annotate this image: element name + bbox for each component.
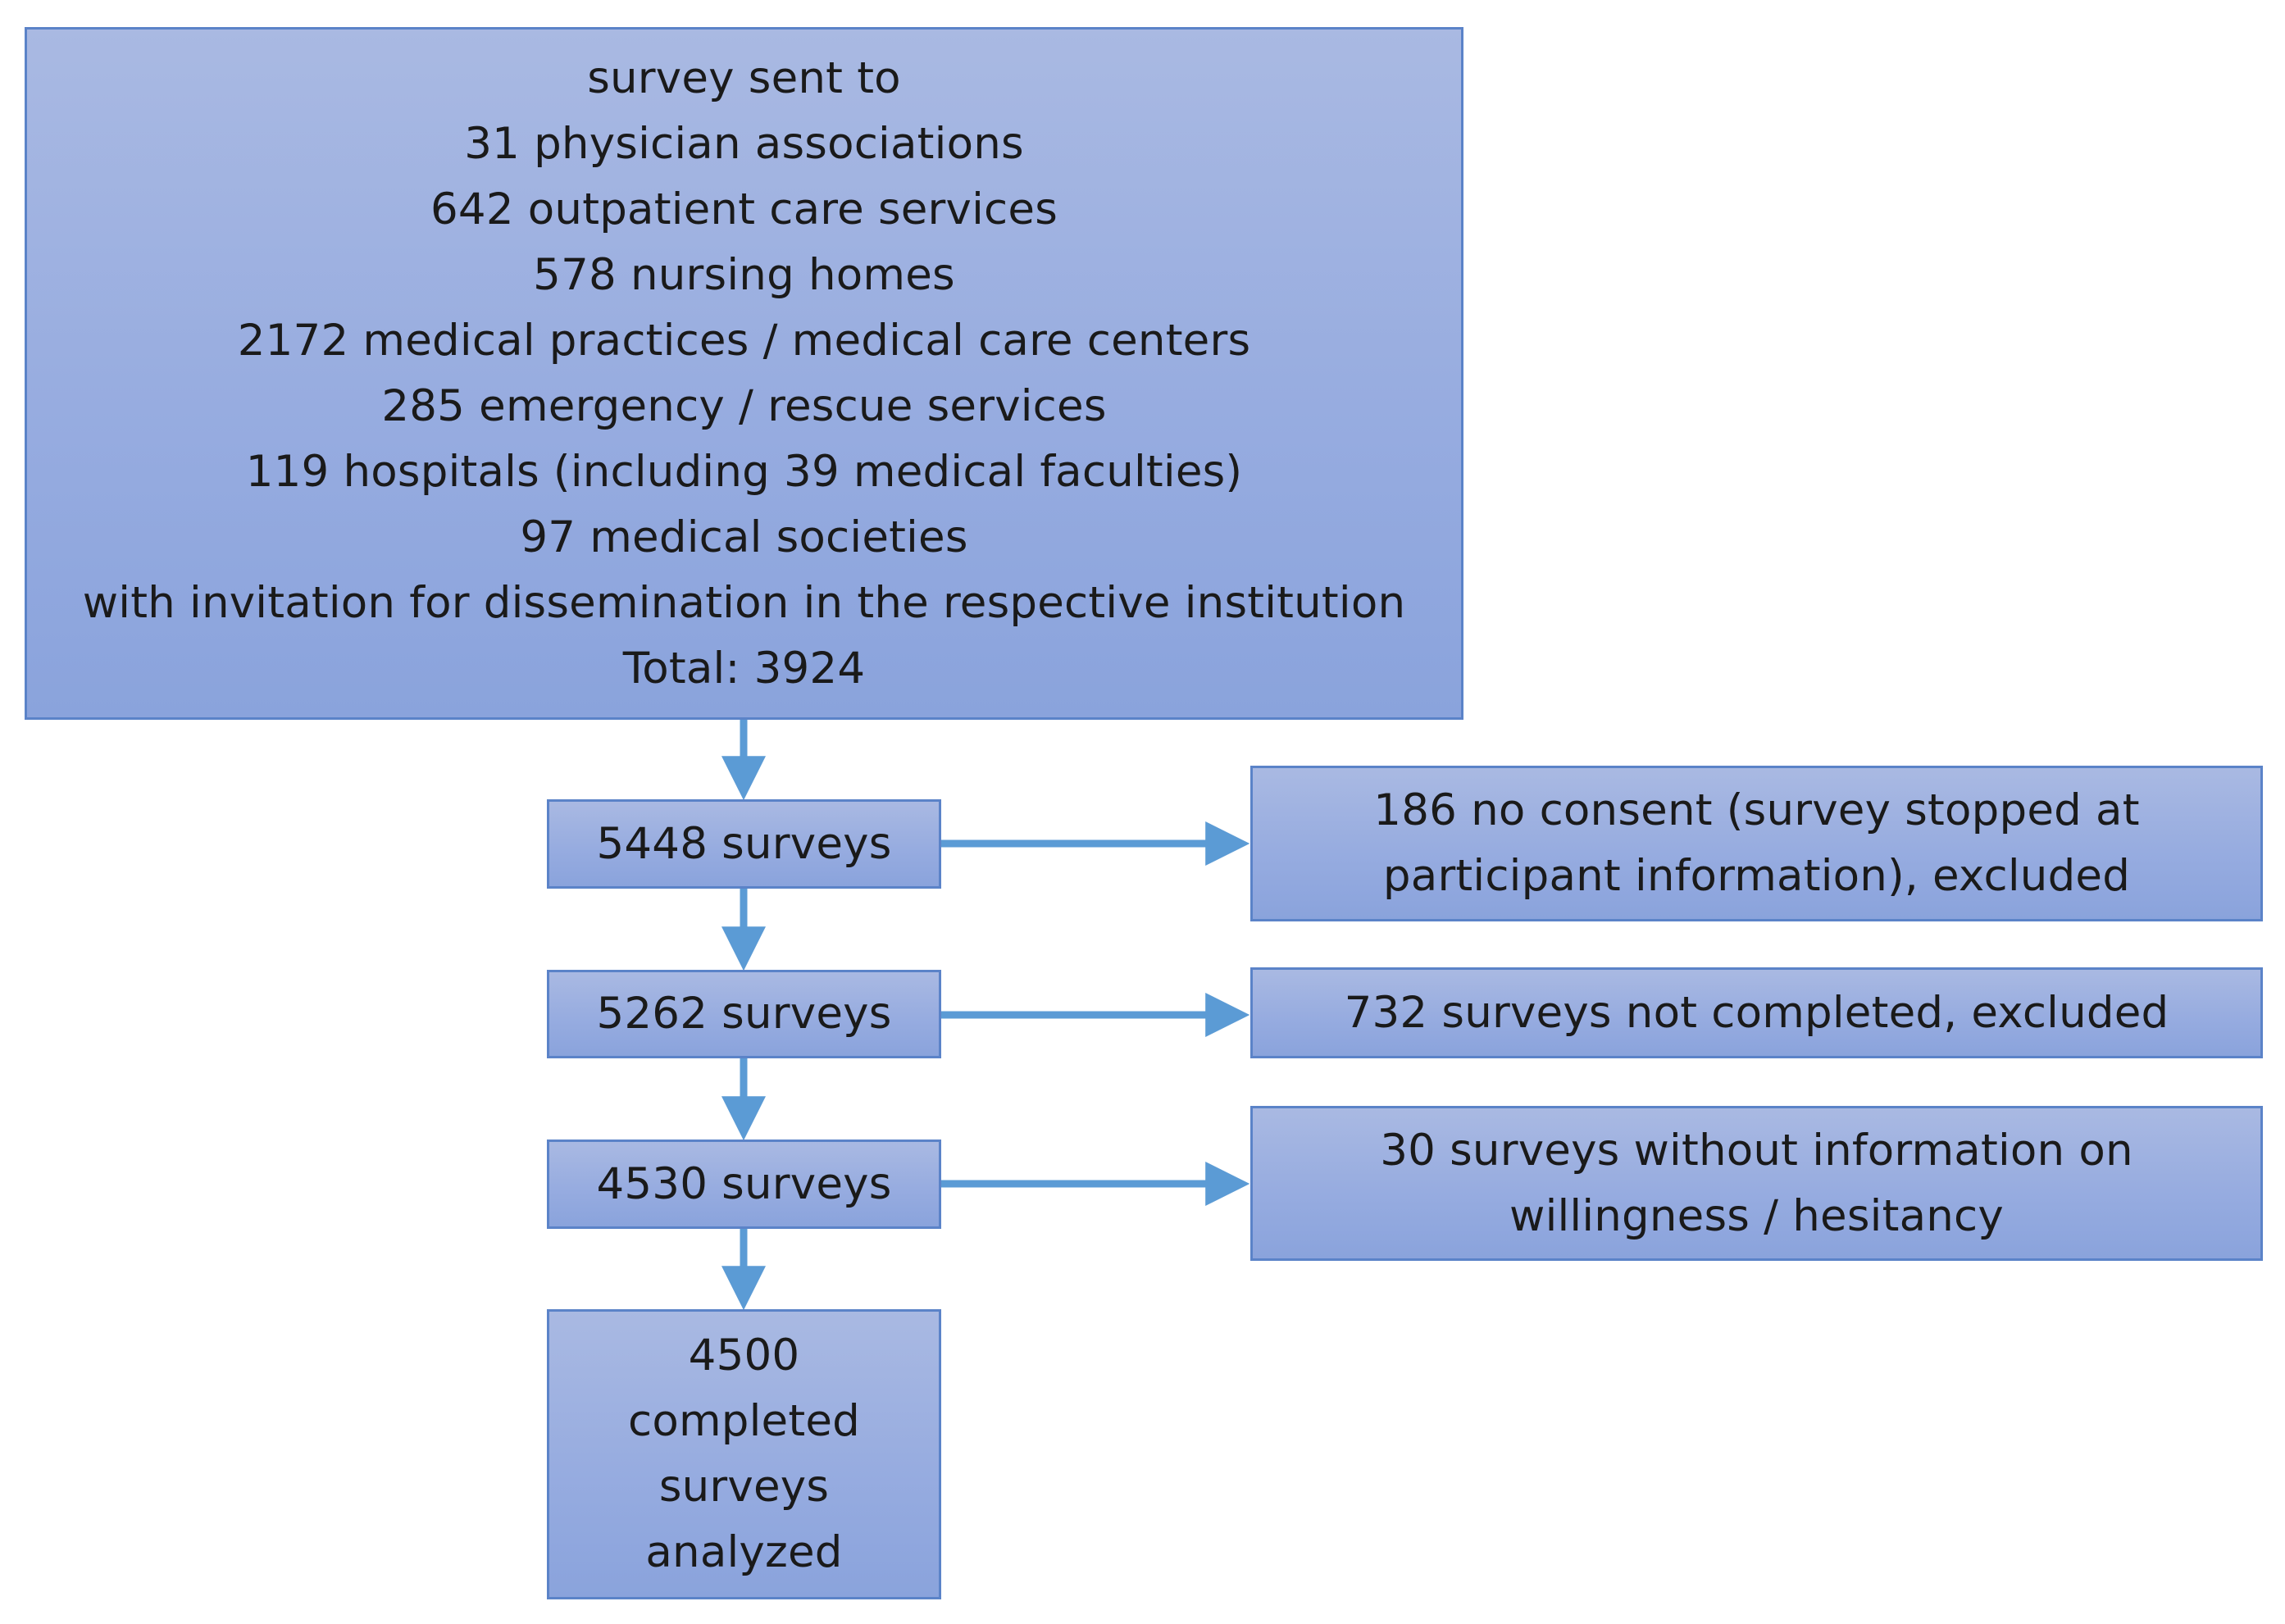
- surveys-completed-label: 4530 surveys: [596, 1158, 892, 1209]
- surveys-completed-box: 4530 surveys: [547, 1140, 941, 1229]
- exclusion-no-consent-line: 186 no consent (survey stopped at: [1373, 785, 2140, 835]
- surveys-received-box: 5448 surveys: [547, 799, 941, 889]
- exclusion-no-consent-line: participant information), excluded: [1382, 851, 2131, 901]
- top-box-line: 31 physician associations: [464, 118, 1024, 169]
- surveys-consented-label: 5262 surveys: [596, 989, 892, 1039]
- survey-distribution-box: survey sent to 31 physician associations…: [25, 27, 1463, 720]
- exclusion-missing-info-line: willingness / hesitancy: [1509, 1190, 2004, 1241]
- exclusion-not-completed-box: 732 surveys not completed, excluded: [1250, 967, 2263, 1058]
- exclusion-no-consent-box: 186 no consent (survey stopped at partic…: [1250, 766, 2263, 921]
- exclusion-not-completed-line: 732 surveys not completed, excluded: [1344, 987, 2169, 1038]
- top-box-total: Total: 3924: [622, 643, 866, 694]
- surveys-analyzed-line: analyzed: [645, 1527, 843, 1577]
- surveys-analyzed-line: completed: [627, 1396, 860, 1446]
- top-box-line: 642 outpatient care services: [430, 184, 1058, 234]
- top-box-line: survey sent to: [587, 52, 901, 103]
- exclusion-missing-info-box: 30 surveys without information on willin…: [1250, 1106, 2263, 1261]
- surveys-analyzed-box: 4500 completed surveys analyzed: [547, 1309, 941, 1599]
- top-box-line: 2172 medical practices / medical care ce…: [237, 315, 1251, 366]
- exclusion-missing-info-line: 30 surveys without information on: [1380, 1125, 2133, 1176]
- surveys-consented-box: 5262 surveys: [547, 970, 941, 1058]
- top-box-line: 97 medical societies: [520, 512, 968, 562]
- top-box-line: 285 emergency / rescue services: [381, 380, 1107, 431]
- surveys-analyzed-line: 4500: [688, 1331, 800, 1381]
- top-box-line: 578 nursing homes: [533, 249, 955, 300]
- surveys-received-label: 5448 surveys: [596, 818, 892, 869]
- surveys-analyzed-line: surveys: [658, 1462, 830, 1512]
- top-box-line: 119 hospitals (including 39 medical facu…: [245, 446, 1243, 497]
- top-box-line: with invitation for dissemination in the…: [82, 577, 1406, 628]
